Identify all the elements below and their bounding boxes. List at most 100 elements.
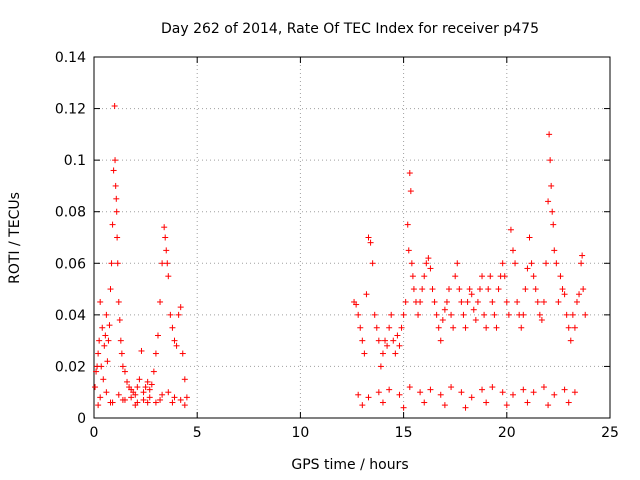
- data-point: [433, 311, 440, 318]
- y-axis-label: ROTI / TECUs: [7, 192, 23, 284]
- data-point: [491, 311, 498, 318]
- data-point: [113, 195, 120, 202]
- data-point: [410, 286, 417, 293]
- data-point: [551, 391, 558, 398]
- data-point: [576, 291, 583, 298]
- data-point: [103, 389, 110, 396]
- data-point: [154, 332, 161, 339]
- data-point: [458, 298, 465, 305]
- data-point: [450, 324, 457, 331]
- data-point: [553, 260, 560, 267]
- data-point: [142, 384, 149, 391]
- data-point: [520, 386, 527, 393]
- data-point: [579, 252, 586, 259]
- data-point: [561, 386, 568, 393]
- data-point: [119, 363, 126, 370]
- data-point: [514, 298, 521, 305]
- data-point: [458, 389, 465, 396]
- data-point: [161, 224, 168, 231]
- y-tick-label: 0.06: [55, 256, 86, 272]
- data-point: [468, 291, 475, 298]
- data-point: [503, 402, 510, 409]
- data-point: [528, 260, 535, 267]
- data-point: [140, 389, 147, 396]
- axes: [93, 56, 611, 419]
- data-point: [148, 381, 155, 388]
- data-point: [493, 324, 500, 331]
- data-point: [103, 311, 110, 318]
- data-point: [396, 391, 403, 398]
- data-point: [505, 311, 512, 318]
- data-point: [441, 402, 448, 409]
- data-point: [398, 324, 405, 331]
- data-point: [543, 260, 550, 267]
- data-point: [565, 399, 572, 406]
- data-point: [421, 273, 428, 280]
- data-point: [520, 311, 527, 318]
- x-axis-label: GPS time / hours: [291, 457, 408, 473]
- data-point: [495, 286, 502, 293]
- data-point: [503, 298, 510, 305]
- data-point: [361, 350, 368, 357]
- data-point: [507, 226, 514, 233]
- data-point: [152, 350, 159, 357]
- data-point: [157, 396, 164, 403]
- data-point: [509, 247, 516, 254]
- data-point: [357, 324, 364, 331]
- data-point: [392, 350, 399, 357]
- data-point: [448, 384, 455, 391]
- data-point: [573, 298, 580, 305]
- data-point: [557, 273, 564, 280]
- data-point: [483, 324, 490, 331]
- data-point: [371, 311, 378, 318]
- data-point: [118, 350, 125, 357]
- data-point: [359, 402, 366, 409]
- data-point: [99, 324, 106, 331]
- data-point: [435, 324, 442, 331]
- data-point: [95, 402, 102, 409]
- data-point: [367, 239, 374, 246]
- data-point: [107, 399, 114, 406]
- y-tick-label: 0.12: [55, 102, 86, 118]
- data-point: [138, 347, 145, 354]
- data-point: [483, 399, 490, 406]
- data-point: [386, 324, 393, 331]
- data-point: [547, 157, 554, 164]
- data-point: [100, 376, 107, 383]
- data-point: [489, 384, 496, 391]
- data-point: [456, 286, 463, 293]
- data-point: [417, 389, 424, 396]
- data-point: [157, 298, 164, 305]
- data-point: [119, 396, 126, 403]
- data-point: [561, 291, 568, 298]
- data-point: [101, 342, 108, 349]
- data-point: [439, 317, 446, 324]
- data-point: [146, 386, 153, 393]
- data-point: [548, 182, 555, 189]
- y-tick-label: 0: [77, 411, 86, 427]
- data-point: [425, 255, 432, 262]
- data-point: [144, 399, 151, 406]
- data-point: [437, 391, 444, 398]
- data-point: [524, 399, 531, 406]
- data-point: [409, 273, 416, 280]
- data-point: [454, 260, 461, 267]
- data-point: [93, 368, 100, 375]
- data-point: [375, 389, 382, 396]
- y-tick-label: 0.08: [55, 205, 86, 221]
- data-point: [169, 324, 176, 331]
- data-point: [472, 317, 479, 324]
- data-point: [183, 394, 190, 401]
- data-point: [551, 247, 558, 254]
- data-point: [522, 286, 529, 293]
- data-point: [571, 324, 578, 331]
- data-point: [431, 298, 438, 305]
- data-point: [369, 260, 376, 267]
- data-point: [92, 384, 99, 391]
- data-point: [464, 298, 471, 305]
- data-point: [530, 273, 537, 280]
- data-point: [136, 376, 143, 383]
- data-point: [365, 234, 372, 241]
- data-point: [95, 350, 102, 357]
- data-point: [98, 363, 105, 370]
